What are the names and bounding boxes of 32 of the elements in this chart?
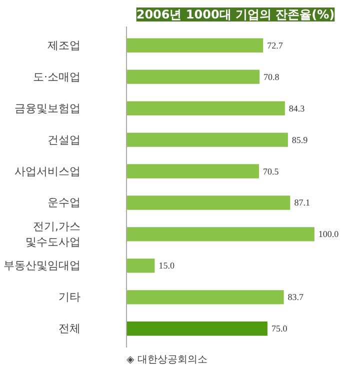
y-tick-label: 기타 (58, 290, 80, 304)
bar (126, 290, 284, 304)
data-label: 83.7 (288, 292, 304, 302)
y-tick-label: 전기,가스 및수도사업 (26, 220, 81, 249)
bar (126, 101, 285, 116)
data-label: 85.9 (292, 134, 308, 145)
data-label: 72.7 (267, 40, 284, 50)
bar (126, 70, 260, 84)
y-tick-label: 부동산및임대업 (4, 259, 80, 272)
bar (126, 227, 314, 242)
y-tick-label: 도·소매업 (33, 70, 81, 84)
y-tick-label: 제조업 (48, 38, 80, 52)
y-tick-label: 사업서비스업 (14, 164, 80, 178)
y-tick-label: 건설업 (48, 133, 80, 146)
data-label: 87.1 (294, 198, 310, 208)
data-label: 75.0 (271, 324, 288, 334)
data-label: 15.0 (158, 260, 175, 271)
y-tick-label: 전체 (58, 322, 80, 336)
data-label: 70.5 (262, 166, 280, 176)
chart-title: 2006년 1000대 기업의 잔존율(%) (136, 8, 335, 22)
bar (126, 258, 155, 273)
bar (126, 38, 264, 52)
data-label: 100.0 (318, 229, 340, 240)
bar (126, 164, 259, 178)
bar (126, 132, 288, 147)
y-tick-label: 운수업 (48, 196, 80, 210)
bar (126, 322, 268, 336)
data-label: 70.8 (264, 72, 280, 82)
text: ◈ 대한상공회의소 (126, 354, 208, 366)
y-tick-label: 금융및보험업 (14, 102, 80, 115)
bar (126, 196, 290, 210)
data-label: 84.3 (288, 103, 306, 114)
